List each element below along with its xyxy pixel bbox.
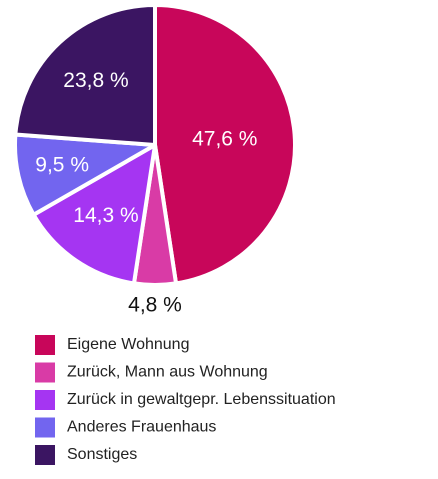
legend-swatch <box>35 335 55 355</box>
legend-swatch <box>35 390 55 410</box>
pie-slice <box>13 3 157 147</box>
legend-swatch <box>35 362 55 383</box>
legend-label: Eigene Wohnung <box>67 336 189 353</box>
data-label: 23,8 % <box>63 69 128 92</box>
data-label: 4,8 % <box>128 294 182 317</box>
pie-slice <box>153 3 297 286</box>
data-label: 9,5 % <box>35 154 89 177</box>
data-label: 14,3 % <box>73 204 138 227</box>
legend-label: Zurück in gewaltgepr. Lebenssituation <box>67 391 336 408</box>
pie-slice <box>31 143 157 286</box>
legend-label: Zurück, Mann aus Wohnung <box>67 364 268 381</box>
legend-swatch <box>35 417 55 438</box>
legend-label: Anderes Frauenhaus <box>67 419 216 436</box>
legend-swatch <box>35 445 55 465</box>
data-label: 47,6 % <box>192 127 257 150</box>
legend-label: Sonstiges <box>67 446 137 463</box>
